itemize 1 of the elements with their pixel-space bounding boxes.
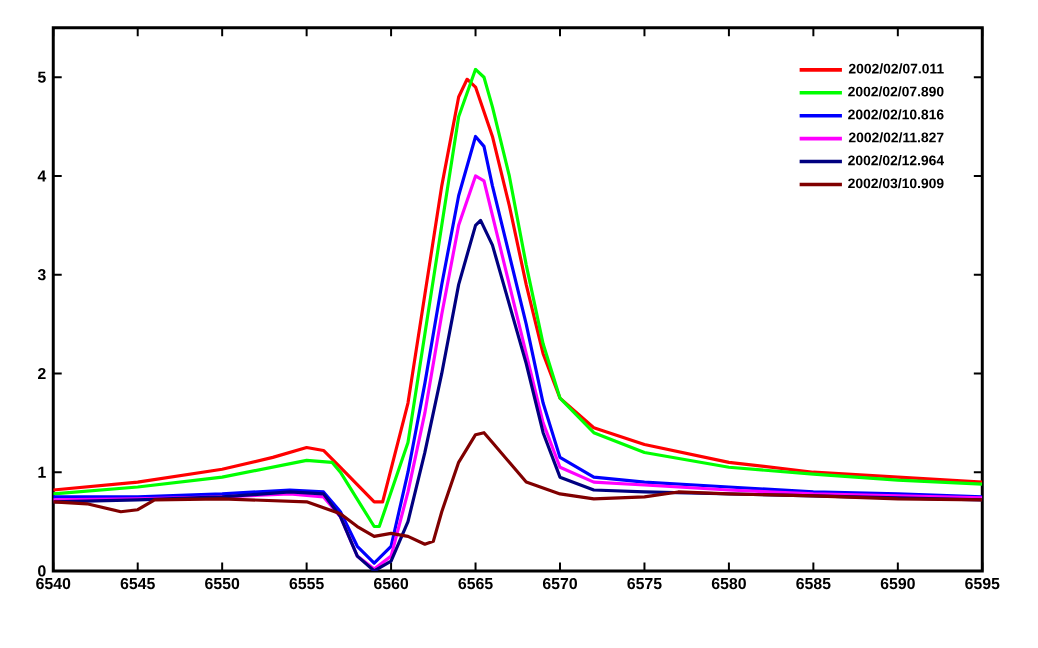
line-series — [53, 430, 983, 546]
